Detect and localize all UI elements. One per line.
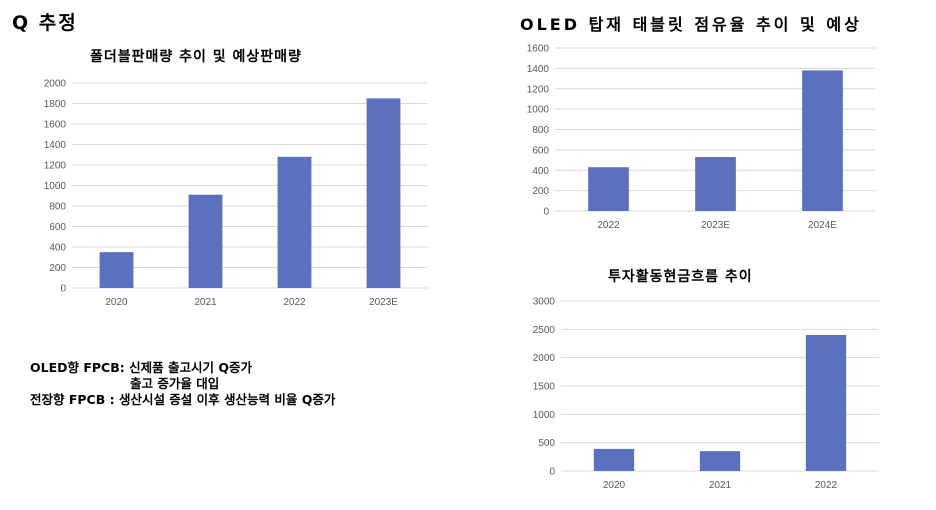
y-tick-label: 800 [49, 202, 66, 213]
y-tick-label: 400 [49, 243, 66, 254]
y-tick-label: 1400 [44, 140, 67, 151]
y-tick-label: 3000 [533, 297, 556, 308]
y-tick-label: 400 [532, 166, 549, 177]
y-tick-label: 1600 [44, 120, 67, 131]
y-tick-label: 800 [532, 125, 549, 136]
y-tick-label: 0 [60, 284, 66, 295]
bar [366, 98, 401, 288]
y-tick-label: 1500 [533, 382, 556, 393]
note-oled-fpcb: OLED향 FPCB: 신제품 출고시기 Q증가 [30, 360, 252, 375]
investing-cf-chart-title: 투자활동현금흐름 추이 [608, 269, 753, 285]
bar [188, 194, 223, 288]
bar [699, 451, 741, 471]
x-tick-label: 2021 [194, 297, 217, 308]
y-tick-label: 1400 [527, 64, 550, 75]
y-tick-label: 200 [49, 263, 66, 274]
x-tick-label: 2022 [597, 220, 620, 231]
x-tick-label: 2022 [283, 297, 306, 308]
y-tick-label: 2000 [44, 79, 67, 90]
x-tick-label: 2020 [105, 297, 128, 308]
y-tick-label: 2000 [533, 353, 556, 364]
y-tick-label: 1000 [527, 105, 550, 116]
y-tick-label: 2500 [533, 325, 556, 336]
y-tick-label: 0 [543, 207, 549, 218]
y-tick-label: 500 [538, 438, 555, 449]
bar [277, 156, 312, 288]
y-tick-label: 200 [532, 186, 549, 197]
x-tick-label: 2023E [369, 297, 398, 308]
y-tick-label: 1600 [527, 44, 550, 55]
oled-tablet-chart-title: OLED 탑재 태블릿 점유율 추이 및 예상 [520, 15, 862, 34]
bar [805, 335, 847, 471]
bar [695, 157, 736, 211]
x-tick-label: 2022 [815, 480, 838, 491]
x-tick-label: 2021 [709, 480, 732, 491]
y-tick-label: 0 [549, 467, 555, 478]
bar [588, 167, 629, 211]
bar [99, 252, 134, 288]
bar [593, 448, 635, 471]
bar [802, 70, 843, 211]
x-tick-label: 2024E [808, 220, 837, 231]
notes-block: OLED향 FPCB: 신제품 출고시기 Q증가 출고 증가율 대입 전장향 F… [30, 360, 335, 408]
x-tick-label: 2023E [701, 220, 730, 231]
note-automotive-fpcb: 전장향 FPCB : 생산시설 증설 이후 생산능력 비율 Q증가 [30, 392, 336, 407]
y-tick-label: 600 [532, 145, 549, 156]
y-tick-label: 1800 [44, 99, 67, 110]
y-tick-label: 1000 [533, 410, 556, 421]
foldable-chart-title: 폴더블판매량 추이 및 예상판매량 [90, 49, 302, 65]
note-shipment-rate: 출고 증가율 대입 [130, 376, 220, 391]
x-tick-label: 2020 [603, 480, 626, 491]
y-tick-label: 1200 [44, 161, 67, 172]
y-tick-label: 600 [49, 222, 66, 233]
page-title: Q 추정 [12, 12, 78, 34]
y-tick-label: 1000 [44, 181, 67, 192]
y-tick-label: 1200 [527, 84, 550, 95]
